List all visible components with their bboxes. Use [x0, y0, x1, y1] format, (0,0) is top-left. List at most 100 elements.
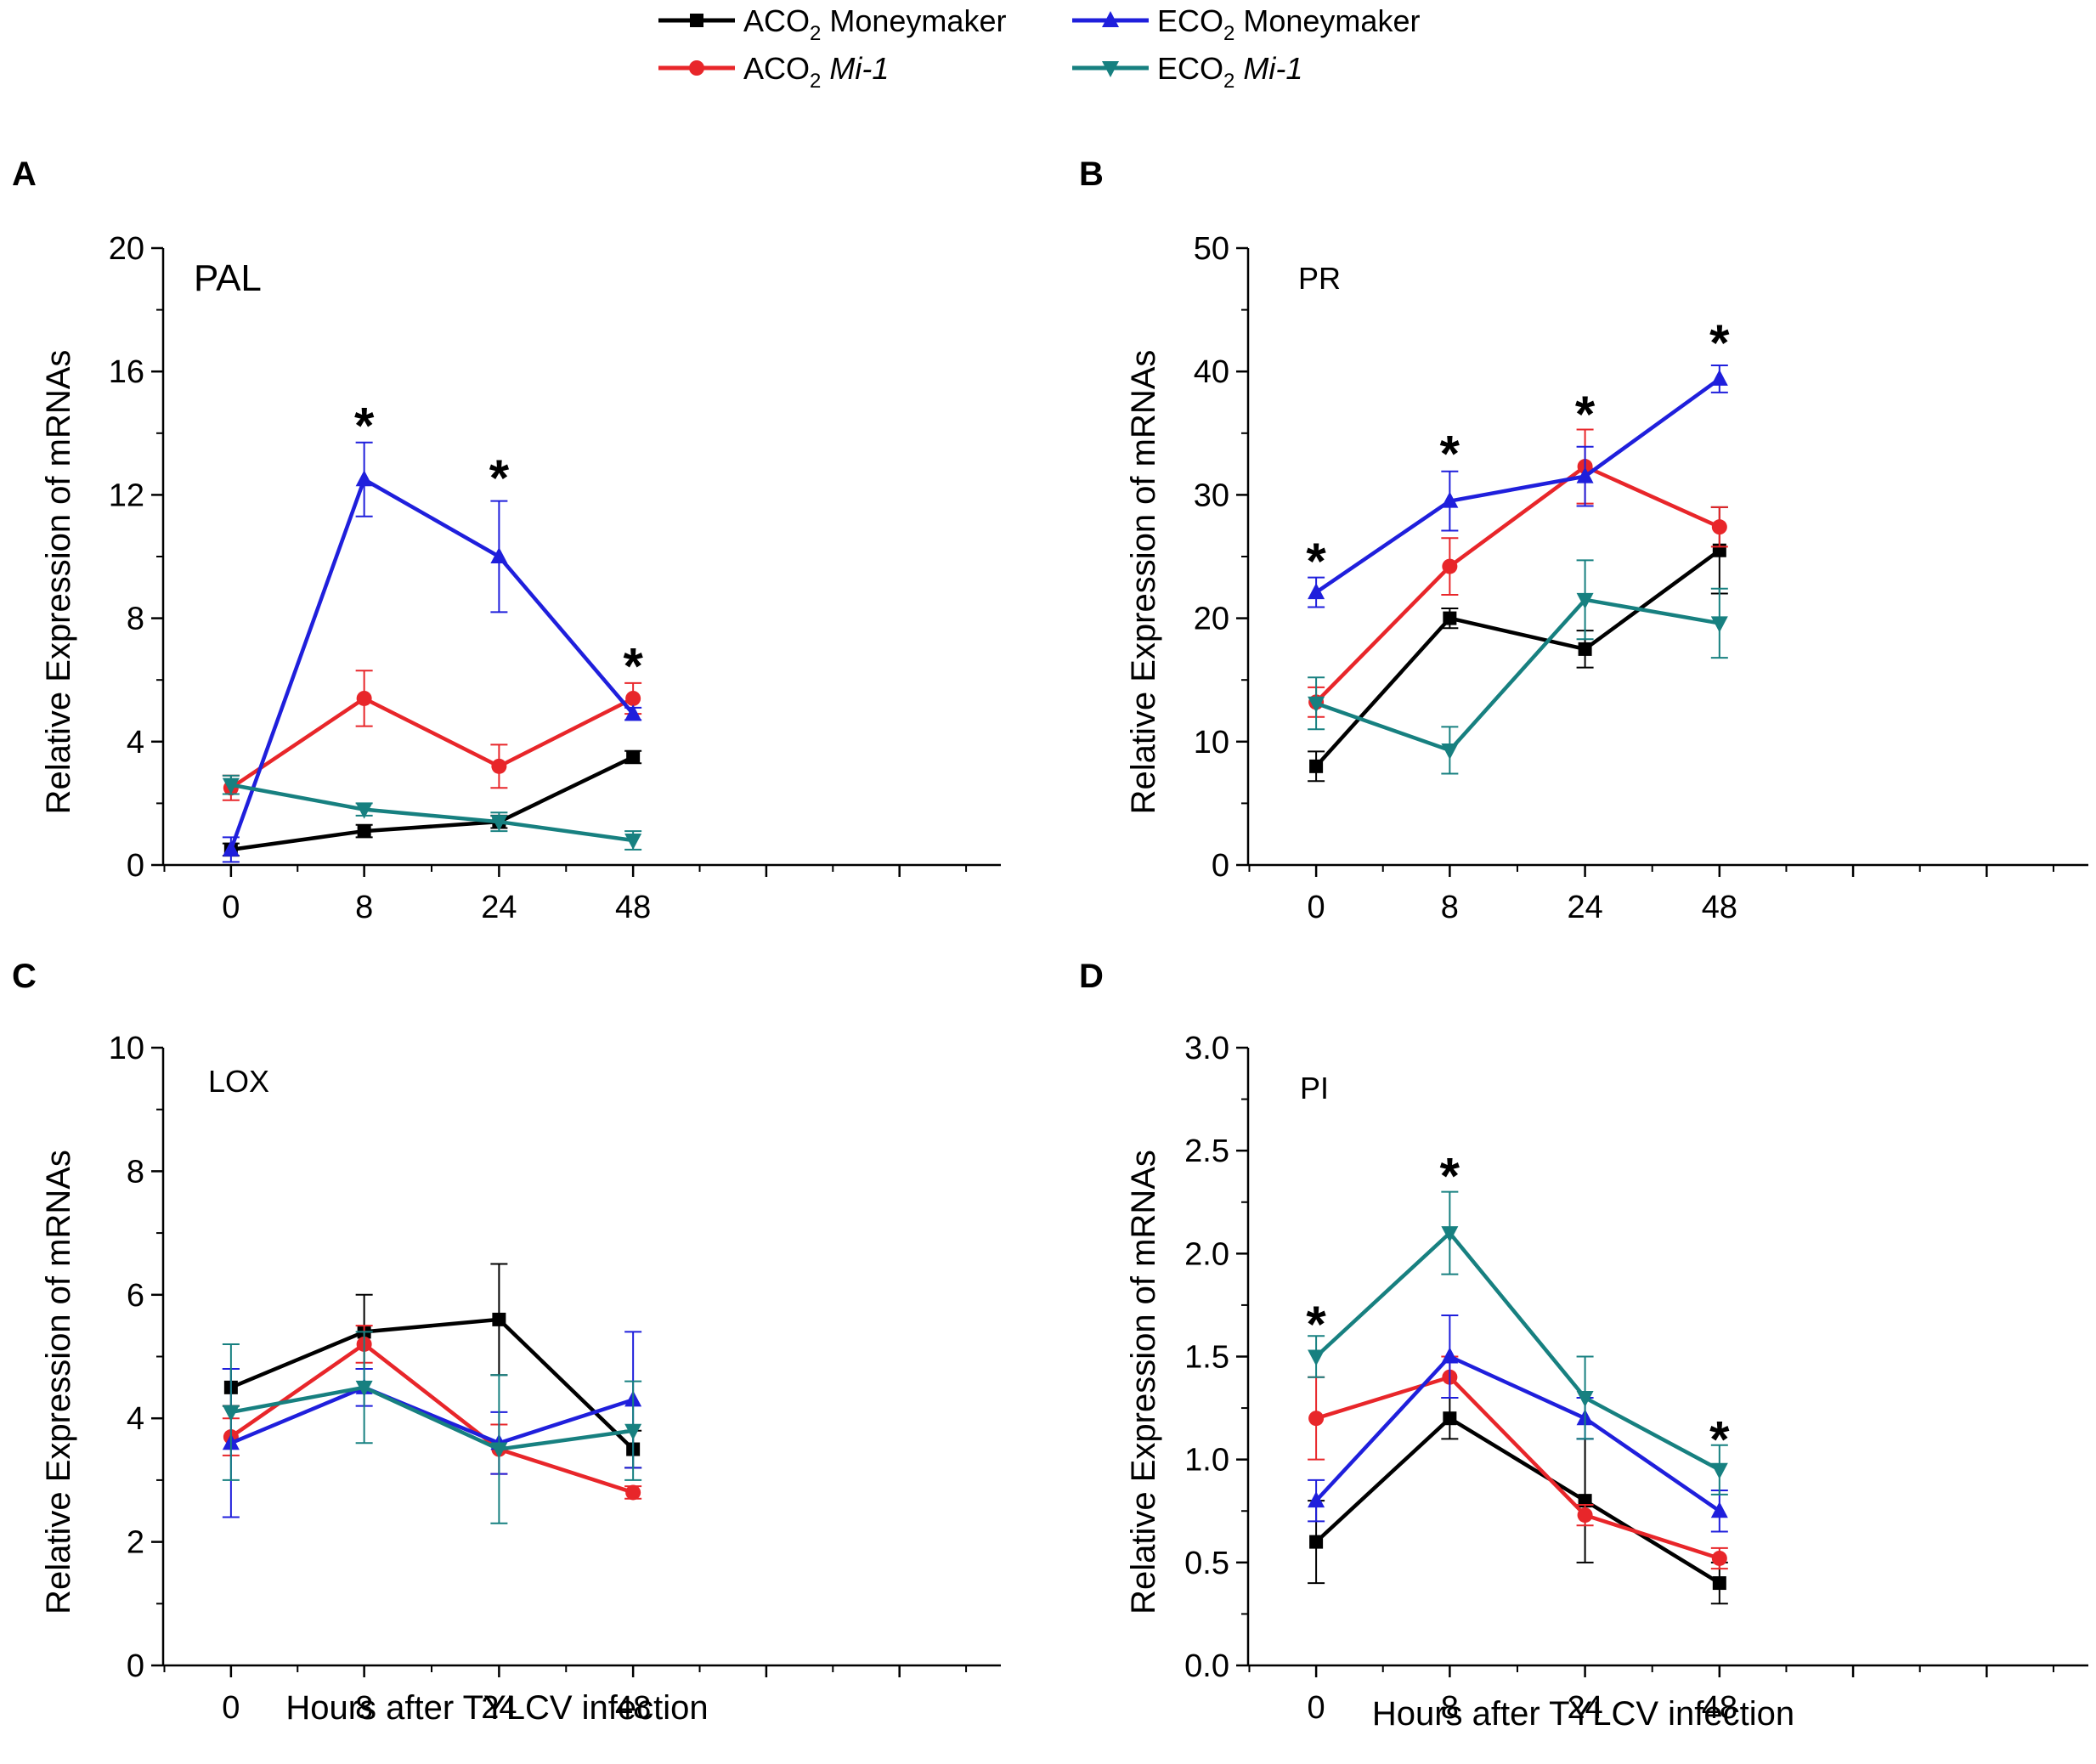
x-axis-label: Hours after TYLCV infection: [1372, 1695, 1794, 1733]
data-point: [1443, 611, 1457, 625]
legend-label-name: Mi-1: [1234, 51, 1302, 86]
data-point: [1441, 743, 1459, 760]
y-tick-label: 20: [1194, 602, 1229, 637]
series-line: [1314, 377, 1721, 594]
y-tick-label: 1.0: [1184, 1443, 1229, 1478]
legend-label: ECO2 Mi-1: [1157, 51, 1302, 93]
series-line: [230, 783, 634, 843]
series-aco2_mi: [222, 1325, 642, 1501]
significance-star: *: [1440, 426, 1460, 483]
data-point: [1441, 1347, 1459, 1364]
legend-label: ACO2 Moneymaker: [743, 3, 1006, 45]
series-eco2_mm: [222, 441, 642, 863]
data-point: [624, 833, 642, 850]
data-point: [1711, 1550, 1727, 1566]
data-point: [490, 1442, 508, 1459]
series-aco2_mm: [1308, 1396, 1728, 1605]
y-tick-label: 20: [109, 231, 144, 267]
legend-item-eco2_mm: ECO2 Moneymaker: [1072, 3, 1420, 45]
x-tick-label: 24: [481, 890, 517, 925]
x-tick-label: 0: [222, 890, 240, 925]
y-tick-label: 12: [109, 478, 144, 513]
x-tick-label: 0: [1308, 1690, 1325, 1726]
data-point: [1442, 558, 1458, 574]
gene-label: PR: [1298, 261, 1341, 296]
data-point: [1576, 1390, 1594, 1407]
legend-marker-square: [690, 14, 703, 27]
series-line: [230, 755, 635, 852]
series-line: [1315, 597, 1720, 753]
gene-label: PI: [1300, 1071, 1329, 1105]
data-point: [492, 1312, 506, 1326]
data-point: [1441, 491, 1459, 508]
significance-star: *: [1709, 1411, 1730, 1468]
series-aco2_mi: [1308, 1355, 1728, 1570]
y-tick-label: 10: [109, 1031, 144, 1066]
data-point: [625, 690, 641, 706]
y-tick-label: 2.0: [1184, 1236, 1229, 1272]
x-tick-label: 8: [355, 1690, 373, 1726]
data-point: [1308, 1491, 1325, 1508]
legend-label-subscript: 2: [810, 70, 821, 93]
x-tick-label: 24: [1567, 1690, 1602, 1726]
data-point: [222, 777, 240, 794]
data-point: [625, 1484, 641, 1501]
data-point: [1308, 1349, 1325, 1366]
data-point: [624, 704, 642, 721]
y-tick-label: 4: [127, 725, 144, 760]
y-tick-label: 50: [1194, 231, 1229, 267]
significance-star: *: [354, 397, 375, 454]
data-point: [1710, 1501, 1728, 1518]
series-line: [1314, 1416, 1721, 1585]
significance-star: *: [489, 449, 510, 506]
y-tick-label: 0.0: [1184, 1648, 1229, 1684]
legend-label: ECO2 Moneymaker: [1157, 3, 1420, 45]
significance-star: *: [1306, 533, 1326, 590]
data-point: [1576, 466, 1594, 483]
x-tick-label: 48: [1702, 1690, 1737, 1726]
x-tick-label: 8: [1441, 890, 1459, 925]
legend-item-eco2_mi: ECO2 Mi-1: [1072, 51, 1302, 93]
gene-label: PAL: [194, 257, 262, 299]
data-point: [355, 1380, 373, 1397]
y-tick-label: 0.5: [1184, 1546, 1229, 1581]
y-axis-label: Relative Expression of mRNAs: [40, 1150, 77, 1614]
series-line: [229, 696, 635, 790]
x-tick-label: 24: [1567, 890, 1602, 925]
legend-label-subscript: 2: [810, 22, 821, 45]
y-tick-label: 6: [127, 1278, 144, 1314]
legend-label-subscript: 2: [1223, 22, 1234, 45]
significance-star: *: [623, 637, 643, 694]
series-line: [1314, 464, 1720, 704]
y-tick-label: 0: [127, 1648, 144, 1684]
data-point: [490, 547, 508, 563]
panel-d: D PI 0.0 0.5 1.0 1.5 2.0 2.5 3.0 0 8 24 48 Relative E…: [1079, 958, 2088, 1733]
panel-b: B PR 0 10 20 30 40 50 0 8 24 48 Relative Expression …: [1079, 155, 2088, 925]
significance-star: *: [1440, 1147, 1460, 1204]
y-tick-label: 2.5: [1184, 1134, 1229, 1169]
data-point: [1443, 1411, 1457, 1426]
y-tick-label: 1.5: [1184, 1340, 1229, 1376]
series-eco2_mm: [1308, 1315, 1728, 1533]
data-point: [1710, 1462, 1728, 1479]
series-eco2_mi: [1308, 1190, 1728, 1495]
series-line: [1315, 1375, 1720, 1561]
data-point: [1308, 1411, 1325, 1427]
panel-letter: D: [1079, 958, 1104, 995]
data-point: [1441, 1226, 1459, 1243]
legend-label-prefix: ECO: [1157, 51, 1223, 86]
y-tick-label: 16: [109, 354, 144, 390]
significance-star: *: [1575, 386, 1596, 443]
panel-letter: A: [12, 155, 37, 193]
y-axis-label: Relative Expression of mRNAs: [40, 350, 77, 815]
panel-letter: C: [12, 958, 37, 995]
legend-label-prefix: ACO: [743, 3, 810, 38]
x-tick-label: 48: [615, 1690, 651, 1726]
data-point: [1710, 369, 1728, 386]
data-point: [357, 824, 371, 839]
legend-marker-triangle-down: [1102, 61, 1119, 77]
y-tick-label: 8: [127, 602, 144, 637]
